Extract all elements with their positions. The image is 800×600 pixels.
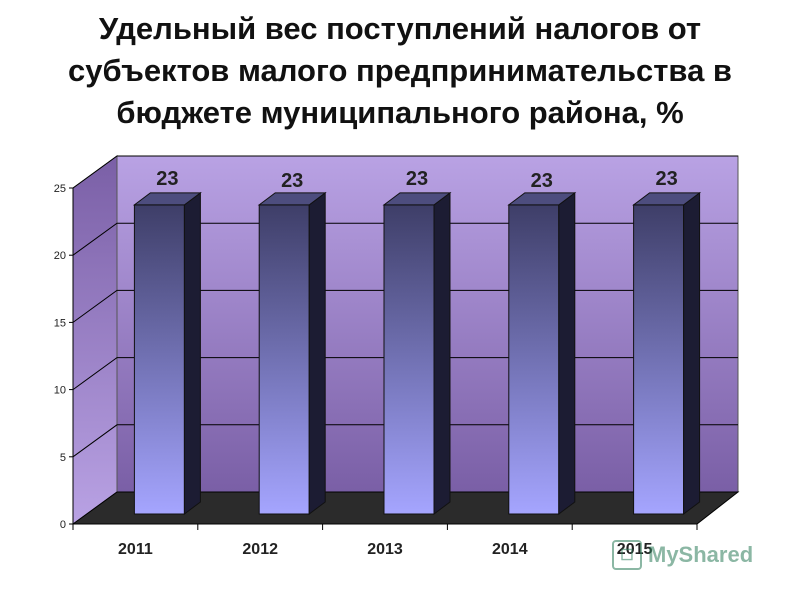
bar [382,191,452,515]
y-axis-ticks: 0 5 10 15 20 25 [54,183,74,531]
bar-top [257,192,327,206]
x-axis: 2011 2012 2013 2014 2015 [72,523,698,558]
y-tick-label: 5 [60,452,66,464]
watermark-logo-icon: ☐ [612,540,642,570]
bar-front [383,204,435,515]
bar-front [508,204,560,515]
watermark-text: MyShared [648,542,754,567]
data-label: 23 [655,168,677,190]
data-label: 23 [156,168,178,190]
bar-side [558,191,576,515]
chart-title: Удельный вес поступлений налогов от субъ… [68,11,732,130]
y-tick-label: 15 [54,317,66,329]
bar-top [382,192,452,206]
y-tick-label: 20 [54,250,66,262]
data-label: 23 [531,170,553,192]
x-tick-label: 2013 [367,541,403,558]
y-tick-label: 10 [54,385,66,397]
y-tick-label: 0 [60,519,66,531]
bar-front [133,204,185,515]
bar-side [308,191,326,515]
bar [132,191,202,515]
bars [132,191,702,515]
x-tick-label: 2015 [617,541,653,558]
data-label: 23 [406,168,428,190]
bar-side [433,191,451,515]
gridline [72,155,738,189]
bar-side [183,191,201,515]
bar-top [632,192,702,206]
bar-side [683,191,701,515]
side-wall [72,155,118,525]
x-tick-label: 2011 [118,541,153,558]
bar-top [132,192,202,206]
bar-front [633,204,685,515]
x-tick-label: 2012 [242,541,278,558]
bar [632,191,702,515]
y-tick-label: 25 [54,183,66,195]
bar [257,191,327,515]
bar-front [258,204,310,515]
x-tick-label: 2014 [492,541,528,558]
watermark: ☐ MyShared [612,540,753,570]
data-label: 23 [281,170,303,192]
bar-top [507,192,577,206]
bar [507,191,577,515]
data-labels: 23 23 23 23 23 [156,168,677,192]
